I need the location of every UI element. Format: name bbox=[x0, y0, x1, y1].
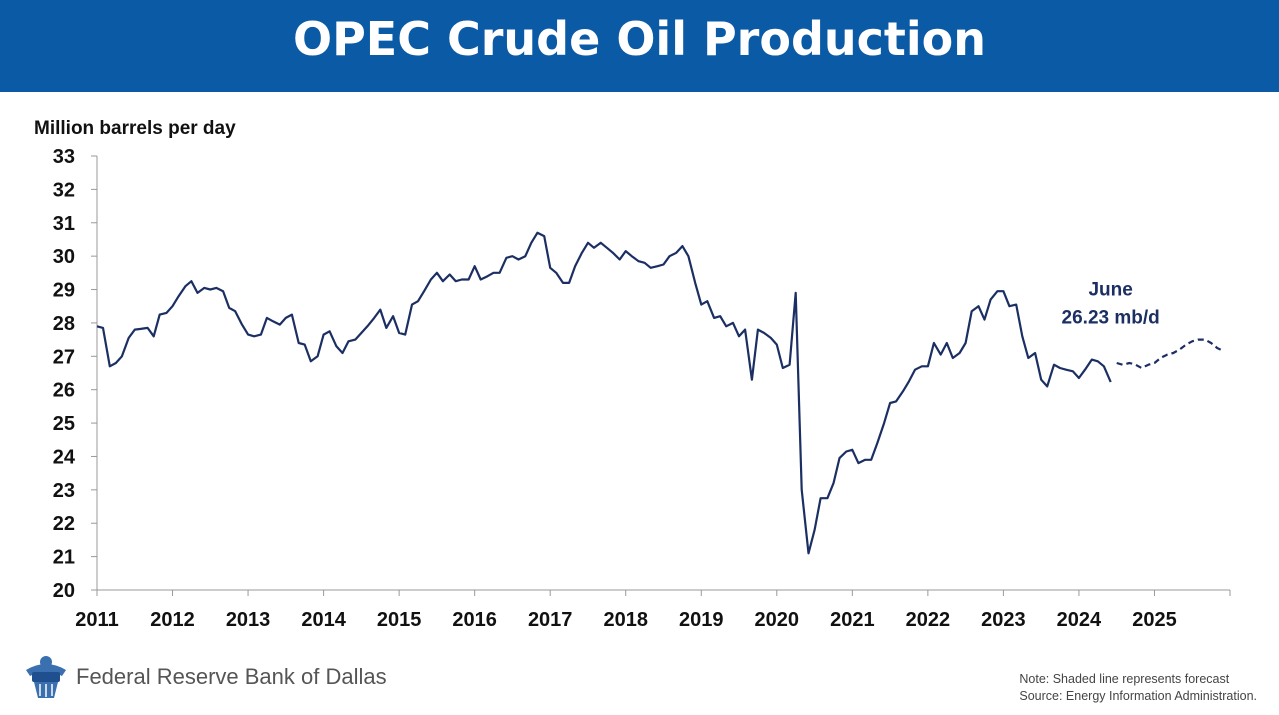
x-tick-label: 2020 bbox=[755, 609, 800, 631]
x-tick-label: 2013 bbox=[226, 609, 271, 631]
x-tick-label: 2019 bbox=[679, 609, 724, 631]
note-source: Source: Energy Information Administratio… bbox=[1019, 689, 1257, 703]
x-tick-label: 2018 bbox=[603, 609, 648, 631]
y-tick-label: 30 bbox=[53, 246, 75, 268]
organization-name: Federal Reserve Bank of Dallas bbox=[76, 664, 387, 689]
x-tick-label: 2017 bbox=[528, 609, 573, 631]
note-forecast: Note: Shaded line represents forecast bbox=[1019, 672, 1230, 686]
y-tick-label: 33 bbox=[53, 146, 75, 168]
x-tick-label: 2021 bbox=[830, 609, 875, 631]
chart-notes: Note: Shaded line represents forecast So… bbox=[1019, 671, 1257, 705]
x-tick-label: 2011 bbox=[75, 609, 118, 631]
y-tick-label: 26 bbox=[53, 380, 75, 402]
y-tick-label: 29 bbox=[53, 280, 75, 302]
title-banner: OPEC Crude Oil Production bbox=[0, 0, 1279, 92]
x-tick-label: 2016 bbox=[452, 609, 497, 631]
x-tick-label: 2015 bbox=[377, 609, 422, 631]
y-tick-label: 31 bbox=[53, 213, 75, 235]
chart-title: OPEC Crude Oil Production bbox=[292, 12, 987, 66]
y-tick-label: 27 bbox=[53, 346, 75, 368]
annotation-month: June bbox=[1088, 280, 1132, 301]
y-tick-label: 32 bbox=[53, 179, 75, 201]
y-axis-unit-label: Million barrels per day bbox=[34, 118, 236, 139]
production-series-line bbox=[96, 231, 1112, 555]
y-tick-label: 28 bbox=[53, 313, 75, 335]
x-tick-label: 2022 bbox=[906, 609, 951, 631]
y-tick-label: 21 bbox=[53, 547, 75, 569]
y-tick-label: 20 bbox=[53, 580, 75, 602]
y-tick-label: 23 bbox=[53, 480, 75, 502]
y-tick-label: 24 bbox=[53, 446, 76, 468]
x-tick-label: 2012 bbox=[150, 609, 195, 631]
x-tick-label: 2023 bbox=[981, 609, 1026, 631]
forecast-series-line bbox=[1116, 338, 1225, 370]
annotation-value: 26.23 mb/d bbox=[1062, 308, 1160, 329]
federal-reserve-eagle-logo-icon bbox=[26, 656, 66, 698]
x-tick-label: 2025 bbox=[1132, 609, 1177, 631]
x-tick-label: 2024 bbox=[1057, 609, 1102, 631]
y-tick-label: 22 bbox=[53, 513, 75, 535]
y-tick-label: 25 bbox=[53, 413, 75, 435]
x-tick-label: 2014 bbox=[301, 609, 346, 631]
